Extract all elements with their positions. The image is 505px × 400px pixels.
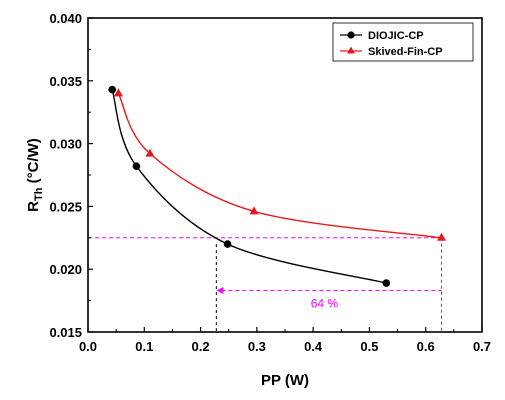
y-tick-label: 0.030 (49, 137, 82, 152)
legend-marker-skived (347, 46, 355, 54)
data-point (108, 85, 117, 94)
data-point (223, 240, 232, 248)
y-axis-title-unit: (°C/W) (25, 138, 42, 187)
data-point (382, 279, 391, 287)
x-tick-label: 0.1 (135, 339, 153, 354)
legend: DIOJIC-CP Skived-Fin-CP (332, 22, 474, 62)
x-tick-label: 0.6 (417, 339, 435, 354)
y-tick-label: 0.035 (49, 74, 82, 89)
legend-label-skived: Skived-Fin-CP (368, 46, 443, 58)
series-line-1 (117, 93, 442, 239)
x-tick-label: 0.0 (79, 339, 97, 354)
y-axis-title: RTh (°C/W) (25, 138, 45, 212)
data-point (249, 206, 259, 215)
y-axis-title-subscript: Th (33, 187, 45, 201)
data-point (145, 148, 155, 157)
data-point (436, 232, 446, 241)
y-tick-label: 0.040 (49, 11, 82, 26)
data-point (113, 88, 123, 97)
x-tick-label: 0.7 (473, 339, 491, 354)
legend-box (332, 22, 474, 62)
y-axis-title-main: R (25, 201, 42, 212)
series-line-0 (111, 89, 387, 284)
legend-marker-diojic (347, 31, 355, 39)
x-axis-title: PP (W) (261, 372, 309, 389)
x-tick-label: 0.2 (192, 339, 210, 354)
legend-label-diojic: DIOJIC-CP (368, 30, 424, 42)
y-tick-label: 0.020 (49, 262, 82, 277)
x-tick-label: 0.3 (248, 339, 266, 354)
plot-frame (87, 17, 483, 333)
data-point (132, 162, 141, 171)
arrow-head (216, 287, 224, 295)
improvement-label: 64 % (311, 297, 339, 311)
y-tick-label: 0.015 (49, 325, 82, 340)
y-tick-label: 0.025 (49, 199, 82, 214)
x-tick-label: 0.4 (304, 339, 323, 354)
x-tick-label: 0.5 (360, 339, 378, 354)
